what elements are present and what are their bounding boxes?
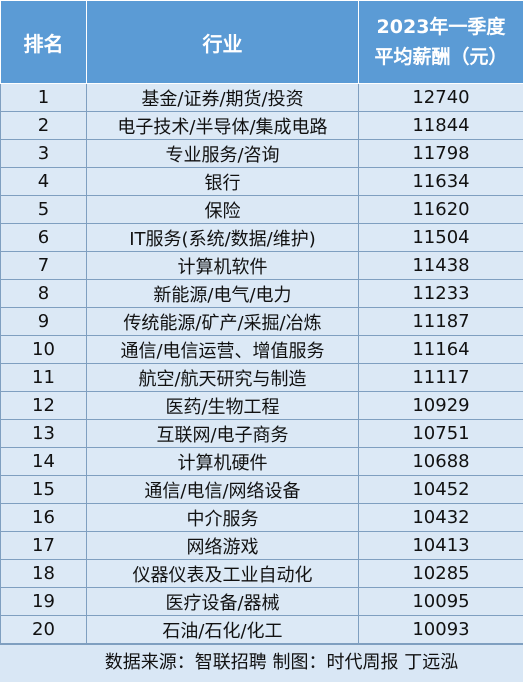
rank-cell: 11 bbox=[1, 364, 87, 392]
salary-cell: 10751 bbox=[359, 420, 523, 448]
header-row: 排名 行业 2023年一季度 平均薪酬（元） bbox=[1, 1, 523, 84]
industry-cell: 中介服务 bbox=[87, 504, 359, 532]
rank-cell: 13 bbox=[1, 420, 87, 448]
rank-cell: 7 bbox=[1, 252, 87, 280]
header-rank: 排名 bbox=[1, 1, 87, 84]
industry-cell: 医疗设备/器械 bbox=[87, 588, 359, 616]
rank-cell: 2 bbox=[1, 112, 87, 140]
salary-cell: 11233 bbox=[359, 280, 523, 308]
salary-cell: 12740 bbox=[359, 84, 523, 112]
rank-cell: 1 bbox=[1, 84, 87, 112]
rank-cell: 17 bbox=[1, 532, 87, 560]
header-industry: 行业 bbox=[87, 1, 359, 84]
salary-cell: 11117 bbox=[359, 364, 523, 392]
salary-cell: 10095 bbox=[359, 588, 523, 616]
salary-cell: 10432 bbox=[359, 504, 523, 532]
industry-cell: 石油/石化/化工 bbox=[87, 616, 359, 644]
salary-cell: 11438 bbox=[359, 252, 523, 280]
industry-cell: 保险 bbox=[87, 196, 359, 224]
rank-cell: 9 bbox=[1, 308, 87, 336]
rank-cell: 16 bbox=[1, 504, 87, 532]
rank-cell: 10 bbox=[1, 336, 87, 364]
industry-cell: 传统能源/矿产/采掘/冶炼 bbox=[87, 308, 359, 336]
rank-cell: 12 bbox=[1, 392, 87, 420]
source-footer: 数据来源：智联招聘 制图：时代周报 丁远泓 bbox=[0, 644, 523, 682]
salary-cell: 11844 bbox=[359, 112, 523, 140]
header-salary-line1: 2023年一季度 bbox=[359, 12, 523, 42]
header-salary-line2: 平均薪酬（元） bbox=[359, 42, 523, 72]
salary-cell: 11634 bbox=[359, 168, 523, 196]
rank-cell: 14 bbox=[1, 448, 87, 476]
industry-cell: 网络游戏 bbox=[87, 532, 359, 560]
rank-cell: 3 bbox=[1, 140, 87, 168]
rank-cell: 5 bbox=[1, 196, 87, 224]
industry-cell: 计算机软件 bbox=[87, 252, 359, 280]
rank-cell: 8 bbox=[1, 280, 87, 308]
industry-cell: 通信/电信/网络设备 bbox=[87, 476, 359, 504]
rank-cell: 4 bbox=[1, 168, 87, 196]
industry-cell: 基金/证券/期货/投资 bbox=[87, 84, 359, 112]
header-salary: 2023年一季度 平均薪酬（元） bbox=[359, 1, 523, 84]
industry-cell: 通信/电信运营、增值服务 bbox=[87, 336, 359, 364]
salary-cell: 11620 bbox=[359, 196, 523, 224]
industry-cell: 专业服务/咨询 bbox=[87, 140, 359, 168]
industry-cell: IT服务(系统/数据/维护) bbox=[87, 224, 359, 252]
salary-cell: 11504 bbox=[359, 224, 523, 252]
industry-cell: 航空/航天研究与制造 bbox=[87, 364, 359, 392]
rank-cell: 19 bbox=[1, 588, 87, 616]
salary-cell: 11164 bbox=[359, 336, 523, 364]
salary-cell: 10688 bbox=[359, 448, 523, 476]
salary-cell: 10413 bbox=[359, 532, 523, 560]
industry-cell: 互联网/电子商务 bbox=[87, 420, 359, 448]
industry-cell: 银行 bbox=[87, 168, 359, 196]
rank-cell: 15 bbox=[1, 476, 87, 504]
salary-cell: 11187 bbox=[359, 308, 523, 336]
rank-cell: 20 bbox=[1, 616, 87, 644]
salary-cell: 11798 bbox=[359, 140, 523, 168]
industry-cell: 电子技术/半导体/集成电路 bbox=[87, 112, 359, 140]
salary-cell: 10452 bbox=[359, 476, 523, 504]
rank-cell: 18 bbox=[1, 560, 87, 588]
salary-cell: 10093 bbox=[359, 616, 523, 644]
salary-cell: 10929 bbox=[359, 392, 523, 420]
industry-cell: 新能源/电气/电力 bbox=[87, 280, 359, 308]
industry-cell: 仪器仪表及工业自动化 bbox=[87, 560, 359, 588]
industry-cell: 计算机硬件 bbox=[87, 448, 359, 476]
salary-cell: 10285 bbox=[359, 560, 523, 588]
industry-cell: 医药/生物工程 bbox=[87, 392, 359, 420]
rank-cell: 6 bbox=[1, 224, 87, 252]
